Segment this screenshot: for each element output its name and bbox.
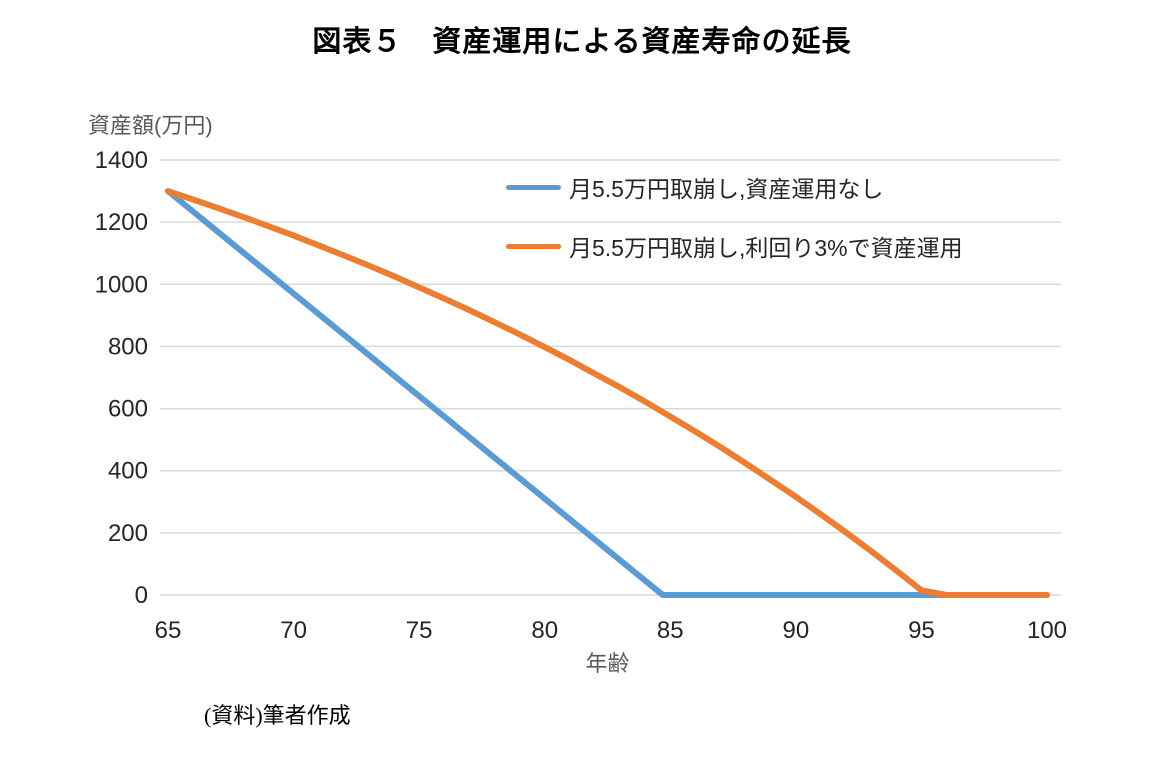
y-tick-label: 400 — [108, 458, 148, 485]
x-tick-label: 65 — [155, 617, 182, 644]
legend-item-no-investment: 月5.5万円取崩し,資産運用なし — [506, 168, 963, 206]
x-tick-label: 85 — [657, 617, 684, 644]
y-axis-unit-label: 資産額(万円) — [88, 113, 213, 138]
source-note: (資料)筆者作成 — [204, 703, 351, 728]
y-tick-label: 1200 — [95, 209, 148, 236]
chart-title: 図表５ 資産運用による資産寿命の延長 — [312, 26, 852, 58]
y-tick-label: 600 — [108, 396, 148, 423]
x-tick-label: 80 — [531, 617, 558, 644]
legend-swatch-orange-line — [506, 243, 561, 249]
y-tick-label: 1400 — [95, 147, 148, 174]
legend-swatch-blue-line — [506, 184, 561, 190]
y-tick-label: 200 — [108, 520, 148, 547]
y-tick-label: 800 — [108, 333, 148, 360]
legend-label-no-investment: 月5.5万円取崩し,資産運用なし — [569, 176, 884, 202]
x-tick-label: 100 — [1027, 617, 1067, 644]
y-tick-label: 0 — [135, 582, 148, 609]
x-tick-label: 75 — [406, 617, 433, 644]
legend-label-3pct-investment: 月5.5万円取崩し,利回り3%で資産運用 — [569, 235, 963, 261]
x-tick-label: 90 — [783, 617, 810, 644]
x-axis-label: 年齢 — [585, 651, 630, 676]
series-line-1 — [165, 188, 1050, 598]
legend: 月5.5万円取崩し,資産運用なし 月5.5万円取崩し,利回り3%で資産運用 — [506, 168, 963, 265]
series-line-0 — [165, 188, 1050, 598]
legend-item-3pct-investment: 月5.5万円取崩し,利回り3%で資産運用 — [506, 227, 963, 265]
x-tick-label: 70 — [280, 617, 307, 644]
y-tick-label: 1000 — [95, 271, 148, 298]
x-tick-label: 95 — [908, 617, 935, 644]
